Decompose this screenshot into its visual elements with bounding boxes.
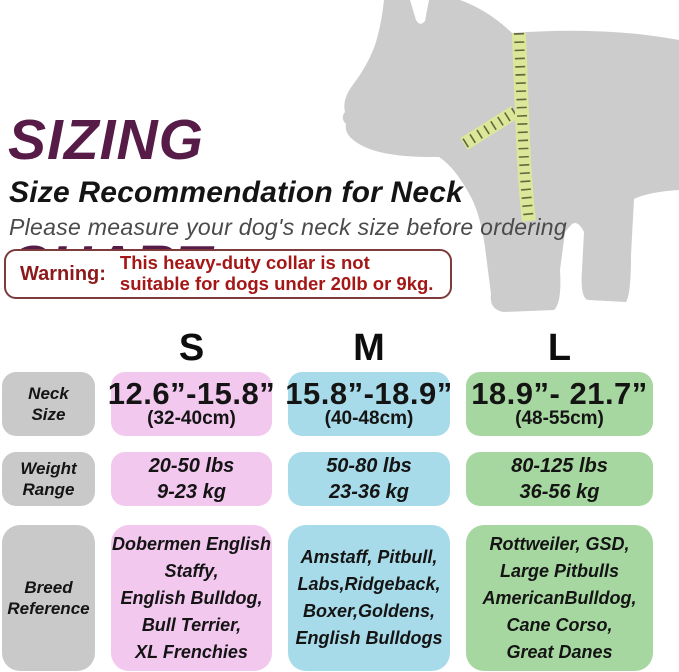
dog-silhouette — [342, 0, 679, 312]
neck-size-l-inches: 18.9”- 21.7” — [471, 376, 648, 412]
size-header-s: S — [178, 327, 205, 369]
weight-range-cell-l: 80-125 lbs 36-56 kg — [466, 452, 653, 506]
neck-size-s-cm: (32-40cm) — [147, 408, 236, 430]
neck-size-s-inches: 12.6”-15.8” — [107, 376, 276, 412]
size-table: S M L Neck Size 12.6”-15.8” (32-40cm) 15… — [2, 329, 677, 671]
neck-size-row-label: Neck Size — [2, 372, 95, 436]
neck-size-cell-s: 12.6”-15.8” (32-40cm) — [108, 372, 275, 436]
page-title-line1: SIZING — [8, 108, 205, 172]
neck-size-cell-l: 18.9”- 21.7” (48-55cm) — [466, 372, 653, 436]
warning-message: This heavy-duty collar is not suitable f… — [119, 252, 434, 294]
size-header-row: S M L — [2, 329, 677, 368]
neck-size-row: Neck Size 12.6”-15.8” (32-40cm) 15.8”-18… — [2, 372, 677, 436]
weight-range-row-label: Weight Range — [2, 452, 95, 506]
warning-box: Warning: This heavy-duty collar is not s… — [4, 249, 452, 299]
measure-note: Please measure your dog's neck size befo… — [9, 214, 567, 240]
neck-size-l-cm: (48-55cm) — [515, 408, 604, 430]
neck-size-cell-m: 15.8”-18.9” (40-48cm) — [285, 372, 453, 436]
breed-reference-cell-s: Dobermen English Staffy, English Bulldog… — [111, 525, 272, 671]
measuring-tape-chest-band — [512, 32, 536, 222]
breed-reference-cell-m: Amstaff, Pitbull, Labs,Ridgeback, Boxer,… — [288, 525, 450, 671]
size-header-l: L — [547, 327, 572, 369]
breed-reference-row-label: Breed Reference — [2, 525, 95, 671]
neck-size-m-inches: 15.8”-18.9” — [285, 376, 453, 412]
weight-range-cell-m: 50-80 lbs 23-36 kg — [288, 452, 450, 506]
breed-reference-cell-l: Rottweiler, GSD, Large Pitbulls American… — [466, 525, 653, 671]
measuring-tape-neck-ticks — [461, 107, 518, 149]
neck-size-m-cm: (40-48cm) — [324, 408, 414, 430]
breed-reference-row: Breed Reference Dobermen English Staffy,… — [2, 525, 677, 671]
dog-body-shape — [342, 0, 679, 312]
weight-range-cell-s: 20-50 lbs 9-23 kg — [111, 452, 272, 506]
size-header-m: M — [353, 327, 385, 369]
subtitle: Size Recommendation for Neck — [9, 176, 464, 209]
warning-label: Warning: — [20, 262, 106, 285]
weight-range-row: Weight Range 20-50 lbs 9-23 kg 50-80 lbs… — [2, 452, 677, 506]
